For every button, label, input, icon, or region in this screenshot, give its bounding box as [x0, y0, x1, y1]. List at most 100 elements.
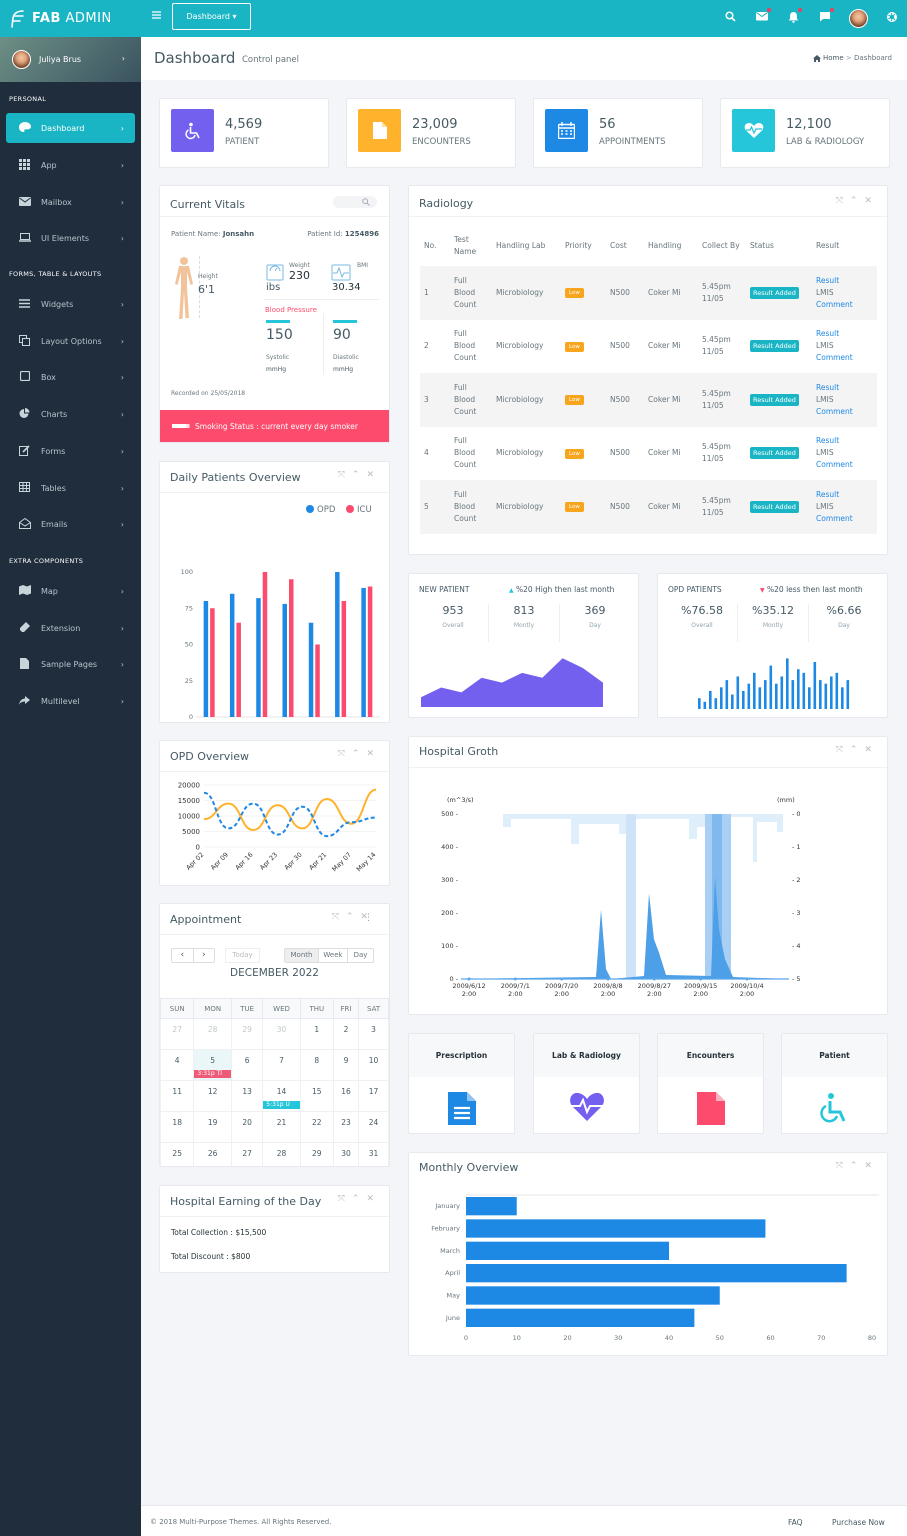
calendar-day[interactable]: 1 [299, 1018, 334, 1050]
faq-link[interactable]: FAQ [788, 1518, 803, 1527]
collapse-icon[interactable]: ⌃ [849, 1161, 865, 1171]
calendar-day[interactable]: 25 [160, 1142, 195, 1166]
calendar-day[interactable]: 4 [160, 1049, 195, 1081]
expand-icon[interactable]: ⤧ [835, 196, 850, 206]
calendar-day[interactable]: 18 [160, 1111, 195, 1143]
sidebar-item-sample-pages[interactable]: Sample Pages › [0, 649, 141, 679]
today-button[interactable]: Today [225, 948, 260, 963]
expand-icon[interactable]: ⤧ [835, 1161, 850, 1171]
result-link[interactable]: Result [816, 382, 840, 392]
calendar-day[interactable]: 31 [358, 1142, 389, 1166]
calendar-day[interactable]: 21 [262, 1111, 301, 1143]
calendar-day[interactable]: 29 [230, 1018, 264, 1050]
sidebar-item-multilevel[interactable]: Multilevel › [0, 686, 141, 716]
mail-icon[interactable] [756, 8, 771, 24]
calendar-day[interactable]: 30 [332, 1142, 360, 1166]
calendar-day[interactable]: 11 [160, 1080, 195, 1112]
collapse-icon[interactable]: ⌃ [849, 196, 865, 206]
calendar-day[interactable]: 22 [299, 1111, 334, 1143]
view-week-button[interactable]: Week [319, 949, 348, 962]
calendar-day[interactable]: 8 [299, 1049, 334, 1081]
chat-icon[interactable] [819, 8, 834, 25]
result-link[interactable]: Result [816, 436, 840, 446]
calendar-day[interactable]: 28 [262, 1142, 301, 1166]
prev-month-button[interactable]: ‹ [172, 949, 194, 962]
result-link[interactable]: Result [816, 275, 840, 285]
search-icon[interactable] [725, 11, 736, 25]
calendar-day[interactable]: 2 [332, 1018, 360, 1050]
calendar-day[interactable]: 3 [358, 1018, 389, 1050]
next-month-button[interactable]: › [201, 950, 206, 960]
calendar-day[interactable]: 29 [299, 1142, 334, 1166]
vitals-search-input[interactable] [333, 196, 377, 208]
more-vertical-icon[interactable]: ⋮ [364, 913, 373, 923]
user-panel[interactable]: Juliya Brus › [0, 37, 141, 82]
calendar-event[interactable]: 3:31p Tl [194, 1070, 231, 1078]
expand-icon[interactable]: ⤧ [337, 749, 352, 759]
view-month-button[interactable]: Month [285, 949, 319, 962]
expand-icon[interactable]: ⤧ [331, 912, 346, 922]
sidebar-item-widgets[interactable]: Widgets › [0, 289, 141, 319]
sidebar-item-tables[interactable]: Tables › [0, 473, 141, 503]
close-icon[interactable]: ✕ [864, 196, 879, 206]
comment-link[interactable]: Comment [816, 353, 853, 363]
menu-toggle-icon[interactable] [152, 11, 161, 22]
calendar-day[interactable]: 7 [262, 1049, 301, 1081]
collapse-icon[interactable]: ⌃ [351, 1194, 367, 1204]
view-day-button[interactable]: Day [353, 951, 368, 959]
sidebar-item-box[interactable]: Box › [0, 362, 141, 392]
sidebar-item-app[interactable]: App › [0, 150, 141, 180]
result-link[interactable]: Result [816, 329, 840, 339]
calendar-event[interactable]: 5:31p U [263, 1101, 300, 1109]
calendar-day[interactable]: 19 [193, 1111, 232, 1143]
calendar-day[interactable]: 30 [262, 1018, 301, 1050]
avatar[interactable] [849, 9, 868, 28]
calendar-day[interactable]: 28 [193, 1018, 232, 1050]
collapse-icon[interactable]: ⌃ [345, 912, 361, 922]
expand-icon[interactable]: ⤧ [337, 1194, 352, 1204]
sidebar-item-mailbox[interactable]: Mailbox › [0, 187, 141, 217]
calendar-day[interactable]: 23 [332, 1111, 360, 1143]
sidebar-item-map[interactable]: Map › [0, 576, 141, 606]
close-icon[interactable]: ✕ [366, 1194, 381, 1204]
calendar-day[interactable]: 15 [299, 1080, 334, 1112]
calendar-day[interactable]: 5 3:31p Tl [193, 1049, 232, 1081]
result-link[interactable]: Result [816, 489, 840, 499]
calendar-day[interactable]: 13 [230, 1080, 264, 1112]
expand-icon[interactable]: ⤧ [337, 470, 352, 480]
close-icon[interactable]: ✕ [360, 912, 375, 922]
collapse-icon[interactable]: ⌃ [849, 745, 865, 755]
calendar-day[interactable]: 27 [160, 1018, 195, 1050]
collapse-icon[interactable]: ⌃ [351, 749, 367, 759]
gear-icon[interactable] [886, 11, 898, 26]
sidebar-item-extension[interactable]: Extension › [0, 613, 141, 643]
tile-encounters[interactable]: Encounters [657, 1033, 764, 1134]
tile-patient[interactable]: Patient [781, 1033, 888, 1134]
collapse-icon[interactable]: ⌃ [351, 470, 367, 480]
calendar-day[interactable]: 10 [358, 1049, 389, 1081]
calendar-day[interactable]: 9 [332, 1049, 360, 1081]
close-icon[interactable]: ✕ [366, 470, 381, 480]
bell-icon[interactable] [788, 8, 802, 26]
sidebar-item-emails[interactable]: Emails › [0, 509, 141, 539]
calendar-day[interactable]: 17 [358, 1080, 389, 1112]
calendar-day[interactable]: 6 [230, 1049, 264, 1081]
tile-lab-radiology[interactable]: Lab & Radiology [533, 1033, 640, 1134]
close-icon[interactable]: ✕ [366, 749, 381, 759]
sidebar-item-layout-options[interactable]: Layout Options › [0, 326, 141, 356]
calendar-day[interactable]: 20 [230, 1111, 264, 1143]
comment-link[interactable]: Comment [816, 406, 853, 416]
sidebar-item-forms[interactable]: Forms › [0, 436, 141, 466]
close-icon[interactable]: ✕ [864, 1161, 879, 1171]
close-icon[interactable]: ✕ [864, 745, 879, 755]
comment-link[interactable]: Comment [816, 460, 853, 470]
sidebar-item-dashboard[interactable]: Dashboard › [6, 113, 135, 143]
tile-prescription[interactable]: Prescription [408, 1033, 515, 1134]
dashboard-dropdown-button[interactable]: Dashboard ▾ [172, 3, 251, 30]
calendar-day[interactable]: 12 [193, 1080, 232, 1112]
comment-link[interactable]: Comment [816, 513, 853, 523]
logo[interactable]: FAB ADMIN [0, 0, 141, 37]
calendar-day[interactable]: 27 [230, 1142, 264, 1166]
calendar-day[interactable]: 24 [358, 1111, 389, 1143]
calendar-day[interactable]: 14 5:31p U [262, 1080, 301, 1112]
